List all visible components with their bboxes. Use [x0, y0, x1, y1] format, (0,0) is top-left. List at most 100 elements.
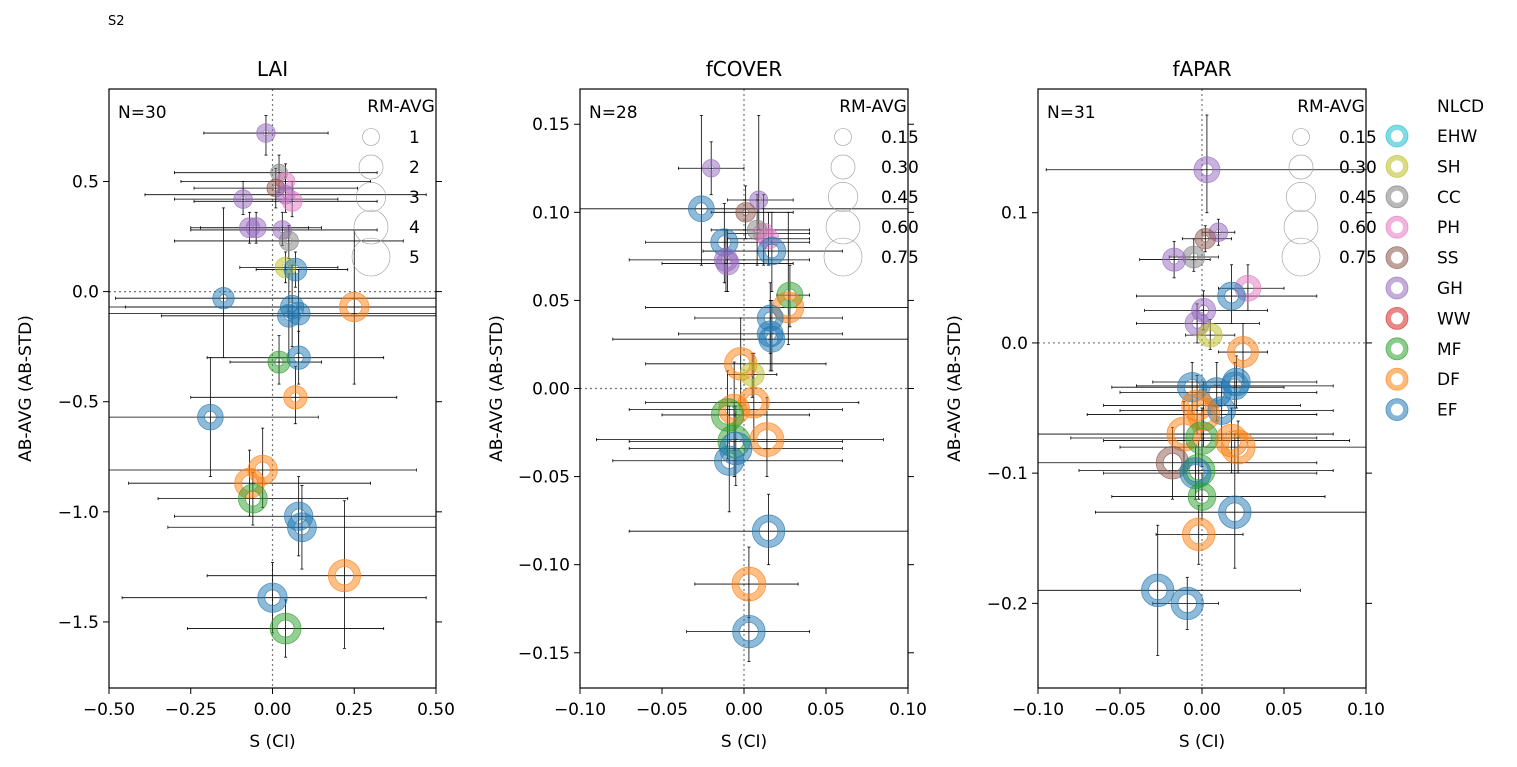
- point-edge: [276, 619, 295, 638]
- size-legend-circle: [355, 181, 387, 213]
- point-edge: [245, 217, 267, 239]
- errorbar: [109, 357, 319, 477]
- point-edge: [702, 159, 721, 178]
- size-legend-label: 0.15: [1339, 128, 1377, 148]
- point-edge: [1170, 586, 1204, 621]
- legend-marker-ehw: [1386, 125, 1408, 147]
- data-layer: [580, 115, 908, 662]
- size-legend-label: 0.45: [881, 188, 919, 208]
- x-tick-label: 0.00: [254, 700, 292, 720]
- point-edge: [212, 287, 235, 310]
- size-legend-label: 3: [409, 188, 420, 208]
- point-df: [1227, 336, 1259, 368]
- point-edge: [735, 202, 756, 223]
- x-tick-label: 0.00: [725, 700, 763, 720]
- legend-marker-edge: [1385, 398, 1409, 422]
- point-edge: [262, 129, 270, 137]
- point-edge: [1227, 436, 1249, 458]
- errorbar: [628, 493, 908, 566]
- point-ef: [197, 404, 224, 431]
- point-gh: [1162, 247, 1186, 272]
- y-tick-label: −0.5: [58, 393, 99, 413]
- point-edge: [764, 243, 780, 259]
- x-tick-label: −0.10: [1012, 700, 1064, 720]
- point-edge: [1204, 329, 1216, 341]
- y-tick-label: −0.05: [518, 468, 570, 488]
- point-edge: [287, 512, 317, 543]
- point-edge: [738, 573, 760, 595]
- legend-marker-cc: [1386, 185, 1408, 208]
- point-ss: [735, 202, 756, 223]
- point-edge: [758, 521, 779, 541]
- point-edge: [339, 291, 370, 323]
- point-edge: [290, 264, 301, 275]
- legend-marker-sh: [1386, 155, 1408, 178]
- point-edge: [1217, 281, 1246, 311]
- legend-label-gh: GH: [1437, 279, 1463, 299]
- panel-fAPAR: −0.10 −0.05 0.00 0.05 0.10 −0.2 −0.1 0.0 0.1 fAPA…: [945, 57, 1385, 752]
- x-tick-label: −0.05: [636, 700, 688, 720]
- x-axis-label: S (CI): [1179, 732, 1225, 752]
- size-legend-label: 0.30: [1339, 158, 1377, 178]
- y-tick-label: −0.1: [987, 464, 1028, 484]
- point-edge: [219, 294, 228, 303]
- size-legend-circle: [823, 237, 863, 277]
- point-edge: [739, 621, 759, 642]
- sample-count: N=31: [1047, 103, 1096, 123]
- legend-marker-edge: [1385, 306, 1409, 330]
- point-edge: [290, 392, 301, 403]
- x-axis-label: S (CI): [721, 732, 767, 752]
- y-tick-label: 0.1: [1001, 204, 1028, 224]
- x-tick-label: −0.25: [165, 700, 217, 720]
- point-edge: [257, 582, 288, 613]
- point-edge: [278, 230, 299, 252]
- point-df: [731, 567, 766, 602]
- point-sh: [1198, 323, 1223, 348]
- x-tick-label: 0.10: [889, 700, 927, 720]
- point-ef: [758, 326, 785, 353]
- size-legend-label: 0.75: [1339, 248, 1377, 268]
- size-legend-circle: [1292, 128, 1310, 146]
- point-edge: [274, 357, 284, 367]
- panel-title: fAPAR: [1172, 57, 1231, 81]
- point-edge: [717, 405, 738, 425]
- data-layer: [109, 115, 436, 658]
- point-edge: [1197, 322, 1223, 348]
- point-edge: [721, 452, 738, 469]
- point-ef: [752, 514, 785, 548]
- point-edge: [776, 281, 804, 309]
- y-tick-label: −0.15: [518, 644, 570, 664]
- panel-LAI: −0.50 −0.25 0.00 0.25 0.50 −1.5 −1.0 −0.5 0.0 0.5…: [16, 57, 455, 752]
- point-ef: [257, 582, 288, 613]
- errorbar: [1136, 264, 1318, 324]
- point-gh: [1193, 156, 1220, 183]
- legend-label-mf: MF: [1437, 340, 1461, 360]
- point-gh: [256, 123, 276, 143]
- point-df: [1182, 518, 1215, 551]
- point-edge: [1169, 254, 1180, 265]
- size-legend-circle: [827, 181, 859, 213]
- point-ef: [277, 304, 301, 328]
- size-legend-label: 2: [409, 158, 420, 178]
- point-gh: [233, 189, 253, 209]
- legend-marker-ef: [1386, 398, 1408, 421]
- legend-label-sh: SH: [1437, 157, 1461, 177]
- x-tick-label: 0.10: [1347, 700, 1385, 720]
- x-tick-label: −0.10: [554, 700, 606, 720]
- point-edge: [1207, 396, 1236, 425]
- point-edge: [1194, 228, 1216, 250]
- point-edge: [1192, 428, 1212, 448]
- legend-marker-edge: [1385, 215, 1409, 239]
- point-ef: [1218, 495, 1252, 529]
- point-mf: [1185, 421, 1219, 455]
- point-ef: [732, 615, 766, 648]
- point-edge: [234, 467, 265, 499]
- legend-label-df: DF: [1437, 370, 1460, 390]
- size-legend-circle: [362, 128, 380, 146]
- point-df: [328, 559, 361, 592]
- point-edge: [731, 566, 767, 602]
- errorbar: [190, 366, 398, 425]
- point-edge: [286, 301, 311, 326]
- point-edge: [708, 165, 715, 172]
- sample-count: N=28: [589, 103, 638, 123]
